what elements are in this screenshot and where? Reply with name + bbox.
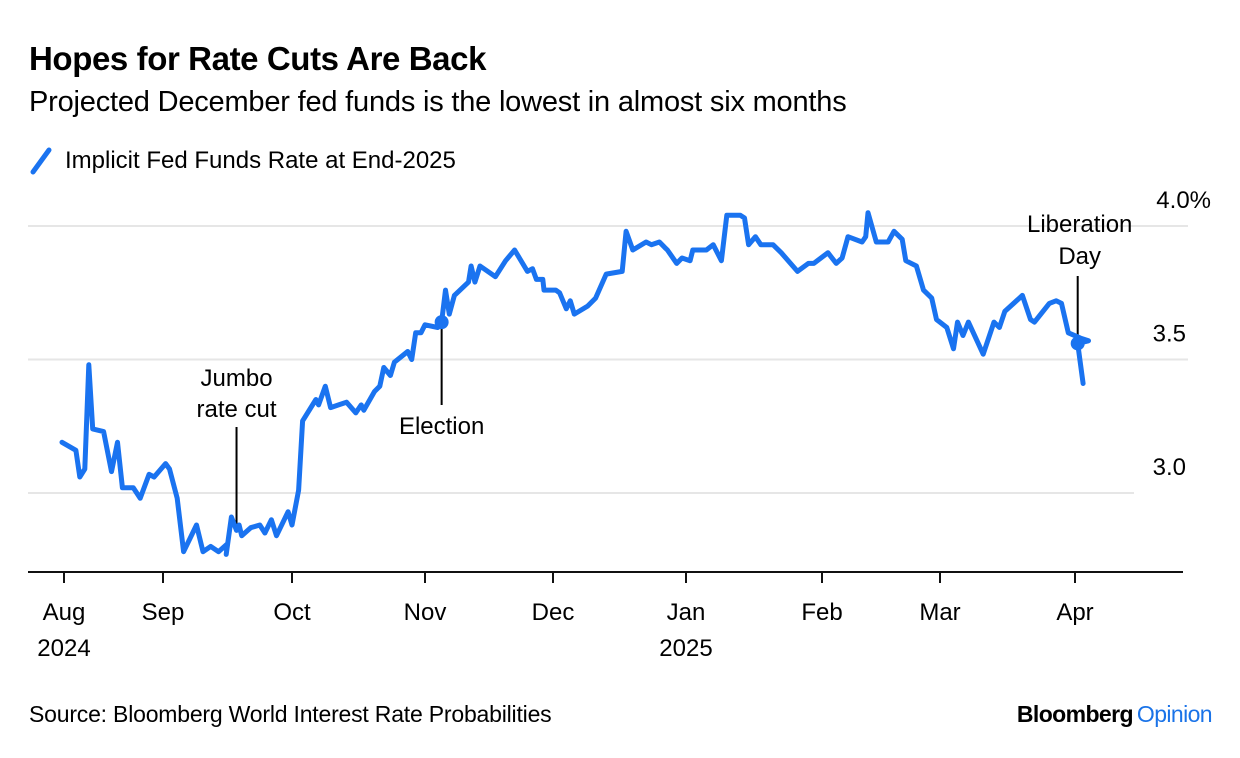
legend-line-icon bbox=[30, 147, 52, 175]
legend: Implicit Fed Funds Rate at End-2025 bbox=[29, 146, 456, 176]
brand-primary: Bloomberg bbox=[1016, 701, 1134, 727]
x-tick-label: Apr bbox=[1056, 599, 1093, 626]
annotation-marker bbox=[434, 315, 449, 330]
y-tick-label: 3.0 bbox=[1153, 454, 1186, 481]
chart-subtitle: Projected December fed funds is the lowe… bbox=[29, 86, 847, 118]
x-tick-sublabel: 2024 bbox=[37, 635, 90, 662]
source-note: Source: Bloomberg World Interest Rate Pr… bbox=[29, 701, 552, 727]
x-tick-label: Jan bbox=[667, 599, 706, 626]
brand-logo: Bloomberg Opinion bbox=[1016, 701, 1213, 728]
x-tick-sublabel: 2025 bbox=[659, 635, 712, 662]
annotation-marker bbox=[1070, 336, 1085, 351]
series-layer bbox=[59, 210, 1091, 557]
annotation-label: Election bbox=[399, 413, 484, 440]
annotation-label: Day bbox=[1058, 243, 1101, 270]
x-tick-label: Mar bbox=[919, 599, 960, 626]
chart-title: Hopes for Rate Cuts Are Back bbox=[29, 40, 487, 77]
legend-label: Implicit Fed Funds Rate at End-2025 bbox=[65, 147, 456, 174]
gridlines bbox=[28, 225, 1188, 494]
y-tick-label: 4.0% bbox=[1156, 187, 1211, 214]
x-tick-label: Oct bbox=[273, 599, 311, 626]
annotations: Jumbo rate cut Election Liberation Day bbox=[197, 211, 1132, 525]
series-line bbox=[59, 210, 1091, 557]
y-tick-label: 3.5 bbox=[1153, 321, 1186, 348]
x-axis: Aug 2024 Sep Oct Nov Dec Jan 2025 Feb Mar Apr bbox=[28, 571, 1183, 662]
annotation-label: Liberation bbox=[1027, 211, 1132, 238]
x-tick-label: Sep bbox=[142, 599, 185, 626]
annotation-markers bbox=[434, 315, 1085, 351]
x-tick-label: Feb bbox=[801, 599, 842, 626]
annotation-label: rate cut bbox=[197, 396, 277, 423]
x-tick-label: Dec bbox=[532, 599, 575, 626]
brand-secondary: Opinion bbox=[1136, 701, 1213, 727]
annotation-label: Jumbo bbox=[201, 365, 273, 392]
x-tick-label: Nov bbox=[404, 599, 447, 626]
x-tick-label: Aug bbox=[43, 599, 86, 626]
y-axis-labels: 3.0 3.5 4.0% bbox=[1153, 187, 1211, 481]
